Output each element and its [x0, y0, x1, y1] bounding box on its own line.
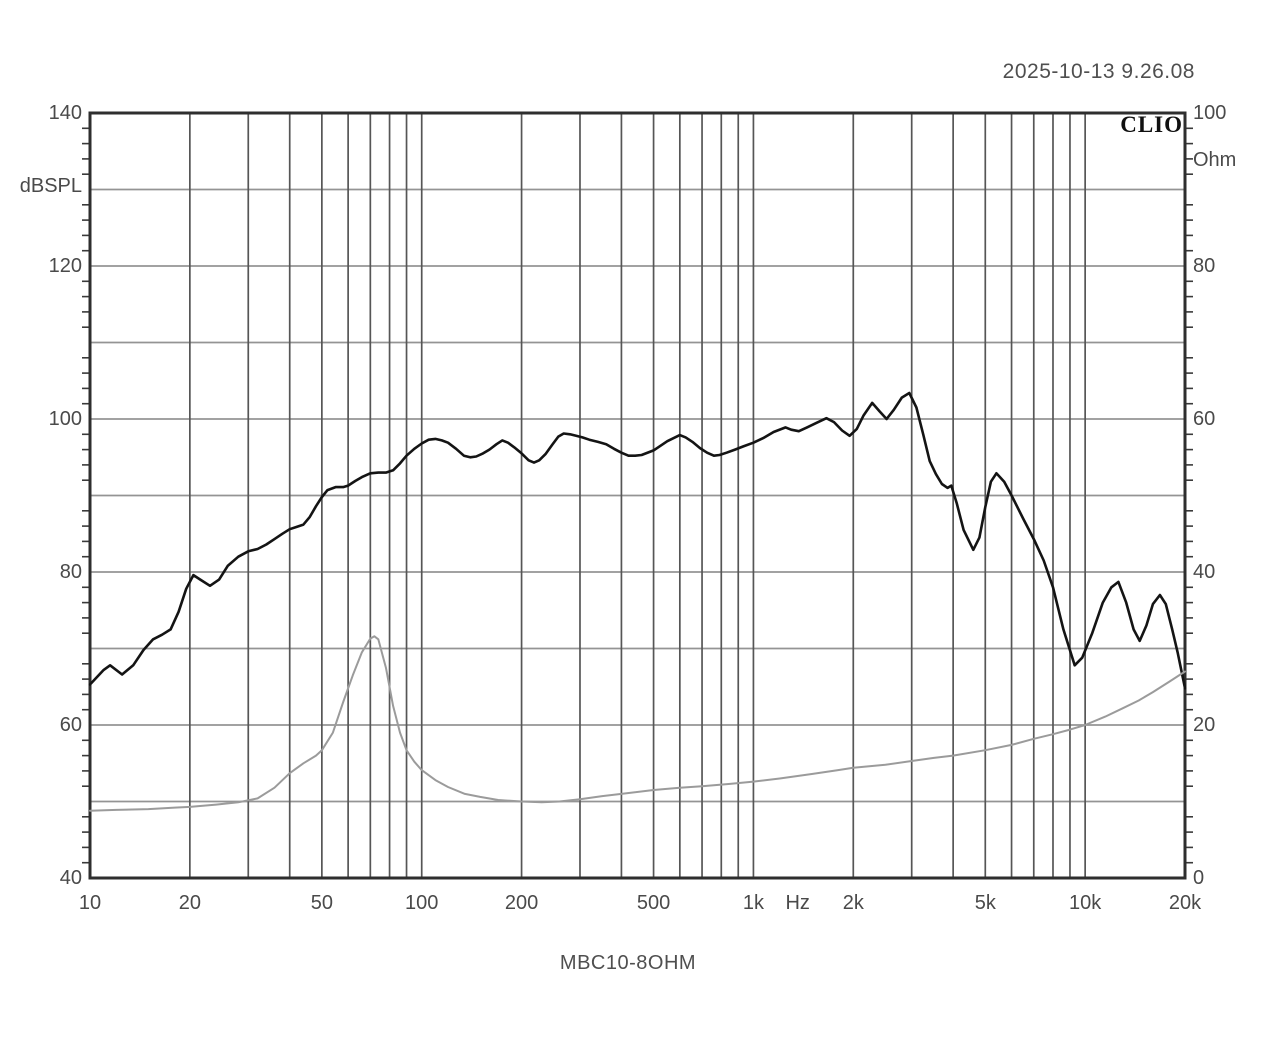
left-axis-tick-label-120: 120 [48, 255, 82, 277]
x-axis-tick-label-20k: 20k [1168, 892, 1202, 914]
left-axis-tick-label-80: 80 [59, 561, 82, 583]
left-axis-tick-label-140: 140 [48, 102, 82, 124]
impedance-curve [89, 635, 1186, 812]
x-axis-tick-label-20: 20 [178, 892, 201, 914]
x-axis-tick-label-500: 500 [636, 892, 671, 914]
x-axis-tick-label-100: 100 [405, 892, 439, 914]
right-axis-tick-label-80: 80 [1193, 255, 1216, 277]
measurement-title: MBC10-8OHM [559, 952, 697, 974]
right-axis-tick-label-60: 60 [1193, 408, 1216, 430]
x-axis-tick-label-200: 200 [504, 892, 539, 914]
clio-logo: CLIO [1120, 112, 1183, 137]
horizontal-gridlines [90, 188, 1185, 803]
vertical-gridlines [189, 113, 1086, 878]
x-axis-tick-label-2k: 2k [842, 892, 864, 914]
right-axis-unit-label: Ohm [1193, 149, 1237, 171]
x-axis-tick-label-10: 10 [78, 892, 102, 914]
measurement-timestamp: 2025-10-13 9.26.08 [1002, 60, 1195, 83]
right-axis-tick-label-20: 20 [1193, 714, 1216, 736]
x-axis-tick-label-Hz: Hz [785, 892, 810, 914]
left-axis-tick-label-100: 100 [48, 408, 82, 430]
left-axis-unit-label: dBSPL [19, 175, 82, 197]
plot-border [88, 111, 1187, 880]
right-axis-tick-label-0: 0 [1193, 867, 1205, 889]
x-axis-tick-label-1k: 1k [742, 892, 764, 914]
spl-curve [88, 391, 1187, 690]
plot-frame [88, 111, 1187, 880]
left-axis-tick-label-40: 40 [59, 867, 82, 889]
right-axis-tick-label-100: 100 [1193, 102, 1227, 124]
measurement-curves [88, 391, 1187, 812]
left-axis-tick-label-60: 60 [59, 714, 82, 736]
x-axis-tick-label-10k: 10k [1069, 892, 1102, 914]
x-axis-tick-label-5k: 5k [974, 892, 996, 914]
right-axis-tick-label-40: 40 [1193, 561, 1216, 583]
x-axis-tick-label-50: 50 [310, 892, 333, 914]
